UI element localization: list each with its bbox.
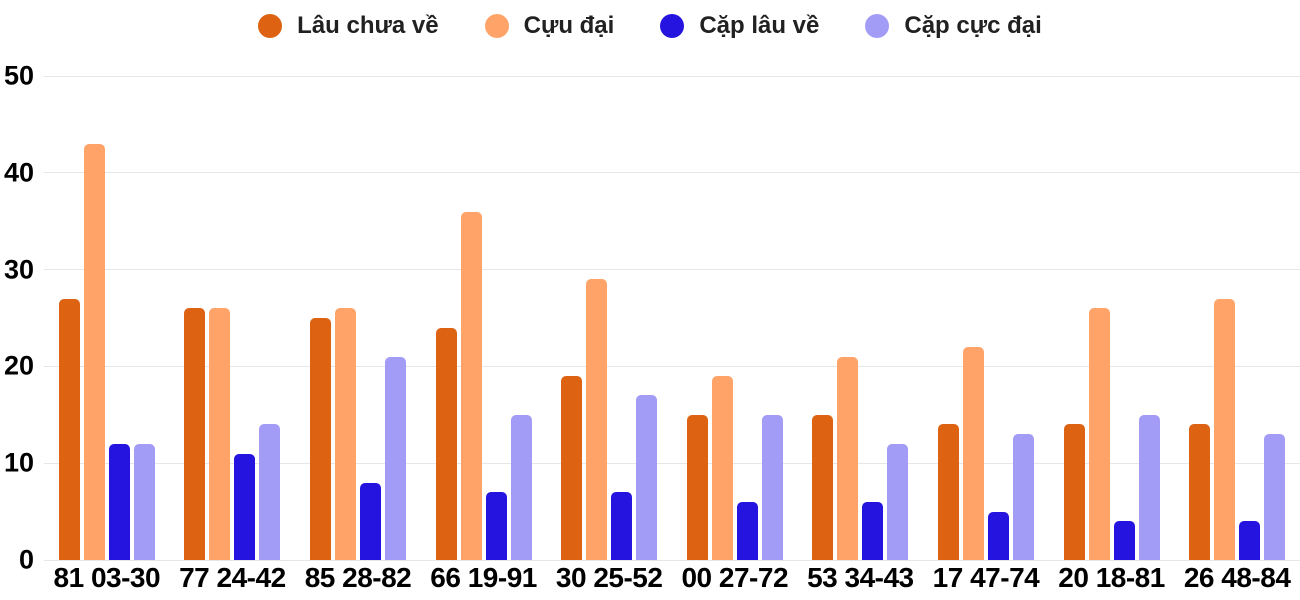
x-axis-labels: 81 03-30 77 24-42 85 28-82 66 19-91 30 25-52… xyxy=(44,560,1300,595)
bar[interactable] xyxy=(1113,521,1135,560)
gridline-20 xyxy=(44,365,1300,367)
bar[interactable] xyxy=(561,376,583,560)
bar[interactable] xyxy=(384,356,406,560)
bar[interactable] xyxy=(761,414,783,560)
bar[interactable] xyxy=(736,501,758,560)
legend-item-2[interactable]: Cặp lâu về xyxy=(660,12,819,40)
bar[interactable] xyxy=(812,414,834,560)
bar-group-8 xyxy=(1049,76,1175,560)
gridline-0 xyxy=(44,559,1300,561)
y-axis-tick-label: 30 xyxy=(3,254,34,285)
x-axis-category-label: 66 19-91 xyxy=(430,562,537,593)
gridline-40 xyxy=(44,172,1300,174)
legend-dot-icon xyxy=(660,14,685,38)
bar[interactable] xyxy=(862,501,884,560)
bar[interactable] xyxy=(83,143,105,560)
bar-group-4 xyxy=(546,76,672,560)
legend-dot-icon xyxy=(258,14,283,38)
legend-item-0[interactable]: Lâu chưa về xyxy=(258,12,439,40)
y-axis-tick-label: 20 xyxy=(3,350,34,381)
bar-group-1 xyxy=(170,76,296,560)
x-axis-category-label: 17 47-74 xyxy=(932,562,1040,593)
y-axis-tick-label: 50 xyxy=(3,60,34,91)
x-axis-category-label: 81 03-30 xyxy=(53,562,161,593)
bar[interactable] xyxy=(359,482,381,560)
bar[interactable] xyxy=(1264,434,1286,560)
legend-label: Cặp cực đại xyxy=(904,12,1042,39)
bar[interactable] xyxy=(259,424,281,560)
x-axis-category-label: 00 27-72 xyxy=(681,562,789,593)
gridline-50 xyxy=(44,75,1300,77)
x-axis-category-label: 30 25-52 xyxy=(555,562,663,593)
bar[interactable] xyxy=(887,443,909,560)
bar[interactable] xyxy=(586,279,608,560)
x-axis-category-label: 85 28-82 xyxy=(304,562,412,593)
bar[interactable] xyxy=(611,492,633,560)
bar[interactable] xyxy=(435,327,457,560)
bar-group-6 xyxy=(798,76,924,560)
bar[interactable] xyxy=(937,424,959,560)
bar[interactable] xyxy=(334,308,356,560)
bar[interactable] xyxy=(485,492,507,560)
legend-label: Lâu chưa về xyxy=(297,12,439,39)
x-axis-category-label: 20 18-81 xyxy=(1058,562,1165,593)
bar[interactable] xyxy=(510,414,532,560)
bar[interactable] xyxy=(962,347,984,560)
x-axis-category-label: 77 24-42 xyxy=(179,562,286,593)
bar[interactable] xyxy=(234,453,256,560)
chart-legend: Lâu chưa về Cựu đại Cặp lâu về Cặp cực đại xyxy=(0,12,1300,40)
bar[interactable] xyxy=(1239,521,1261,560)
bar[interactable] xyxy=(1063,424,1085,560)
bar-group-2 xyxy=(295,76,421,560)
bar[interactable] xyxy=(1214,298,1236,560)
bar[interactable] xyxy=(686,414,708,560)
gridline-30 xyxy=(44,269,1300,271)
bar-group-7 xyxy=(923,76,1049,560)
bar[interactable] xyxy=(1189,424,1211,560)
legend-dot-icon xyxy=(484,14,509,38)
bar[interactable] xyxy=(209,308,231,560)
bar[interactable] xyxy=(837,356,859,560)
legend-label: Cựu đại xyxy=(523,12,615,39)
bar[interactable] xyxy=(636,395,658,560)
x-axis-category-label: 26 48-84 xyxy=(1183,562,1291,593)
bar[interactable] xyxy=(711,376,733,560)
bar-group-3 xyxy=(421,76,547,560)
bar[interactable] xyxy=(184,308,206,560)
legend-dot-icon xyxy=(865,14,890,38)
bar[interactable] xyxy=(1088,308,1110,560)
bar[interactable] xyxy=(133,443,155,560)
legend-label: Cặp lâu về xyxy=(699,12,820,39)
bar-group-5 xyxy=(672,76,798,560)
y-axis-tick-label: 40 xyxy=(3,157,34,188)
chart-plot-area: 0 10 20 30 40 50 xyxy=(0,62,1300,573)
bar[interactable] xyxy=(987,511,1009,560)
y-axis-tick-label: 0 xyxy=(18,544,34,575)
bar[interactable] xyxy=(1138,414,1160,560)
bar-group-9 xyxy=(1174,76,1300,560)
bar[interactable] xyxy=(309,318,331,560)
legend-item-1[interactable]: Cựu đại xyxy=(484,12,615,40)
x-axis-category-label: 53 34-43 xyxy=(807,562,914,593)
bar-groups xyxy=(44,76,1300,560)
legend-item-3[interactable]: Cặp cực đại xyxy=(865,12,1042,40)
bar[interactable] xyxy=(460,211,482,560)
bar-group-0 xyxy=(44,76,170,560)
bar[interactable] xyxy=(108,443,130,560)
bar[interactable] xyxy=(1012,434,1034,560)
gridline-10 xyxy=(44,462,1300,464)
y-axis-tick-label: 10 xyxy=(3,447,34,478)
bar[interactable] xyxy=(58,298,80,560)
